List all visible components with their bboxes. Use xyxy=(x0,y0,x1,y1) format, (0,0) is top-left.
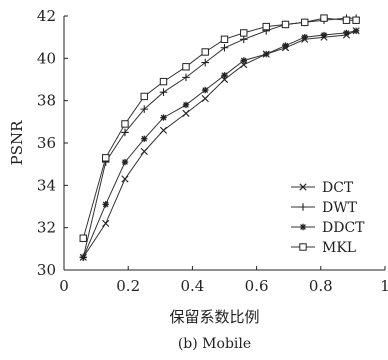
data-point-ddct xyxy=(80,254,87,261)
data-point-ddct xyxy=(352,27,360,35)
data-point-mkl xyxy=(201,48,209,56)
data-point-mkl xyxy=(121,120,129,128)
x-axis-title: 保留系数比例 xyxy=(169,308,259,326)
data-point-ddct xyxy=(301,33,308,41)
data-point-dwt xyxy=(121,128,129,137)
legend-marker xyxy=(299,203,307,211)
data-point-ddct xyxy=(240,57,247,64)
legend-marker xyxy=(299,183,307,191)
legend-label: DCT xyxy=(322,180,354,196)
data-point-mkl xyxy=(281,20,290,29)
legend-marker xyxy=(299,243,307,251)
series-dwt xyxy=(79,14,360,262)
data-point-dwt xyxy=(140,105,149,113)
data-point-ddct xyxy=(320,31,328,39)
y-tick-label: 42 xyxy=(37,7,56,25)
data-point-dwt xyxy=(220,43,229,52)
y-tick-label: 36 xyxy=(37,134,56,152)
data-point-dct xyxy=(140,147,148,156)
data-point-ddct xyxy=(121,158,129,166)
data-point-dct xyxy=(159,126,168,134)
series-line-dct xyxy=(82,30,357,258)
y-axis-title: PSNR xyxy=(8,120,26,165)
data-point-dwt xyxy=(239,35,248,44)
data-point-ddct xyxy=(263,50,270,58)
data-point-dct xyxy=(201,94,209,103)
x-tick-label: 0.6 xyxy=(245,277,269,295)
series-mkl xyxy=(79,14,360,242)
legend-item-dwt: DWT xyxy=(291,200,358,216)
chart-caption: (b) Mobile xyxy=(178,336,251,352)
data-point-mkl xyxy=(352,16,360,24)
data-point-ddct xyxy=(282,42,289,49)
series-line-ddct xyxy=(82,30,357,258)
legend-label: MKL xyxy=(322,240,356,256)
series-ddct xyxy=(80,27,360,261)
y-tick-label: 32 xyxy=(37,219,56,237)
data-point-ddct xyxy=(182,101,190,109)
y-tick-label: 30 xyxy=(37,261,56,279)
data-point-mkl xyxy=(320,14,328,22)
legend-item-dct: DCT xyxy=(291,180,354,196)
y-tick-label: 40 xyxy=(37,49,56,67)
legend-item-mkl: MKL xyxy=(291,240,356,256)
data-point-mkl xyxy=(220,35,229,43)
legend: DCT DWT DDCT MKL xyxy=(291,180,365,256)
series-layer xyxy=(79,14,360,262)
x-tick-label: 1 xyxy=(380,277,388,295)
legend-item-ddct: DDCT xyxy=(291,220,365,236)
x-tick-label: 0.8 xyxy=(309,277,333,295)
data-point-mkl xyxy=(342,16,351,24)
data-point-dwt xyxy=(182,73,190,82)
legend-marker xyxy=(299,223,307,231)
x-tick-label: 0.4 xyxy=(180,277,204,295)
data-point-ddct xyxy=(202,86,209,94)
legend-label: DDCT xyxy=(322,220,365,236)
data-point-ddct xyxy=(102,201,109,208)
data-point-ddct xyxy=(160,114,167,121)
data-point-mkl xyxy=(140,92,148,101)
data-point-mkl xyxy=(102,154,110,162)
data-point-ddct xyxy=(141,135,148,142)
data-point-mkl xyxy=(262,22,270,31)
y-tick-label: 34 xyxy=(37,176,56,194)
y-tick-label: 38 xyxy=(37,92,56,110)
x-tick-label: 0 xyxy=(59,277,69,295)
legend-label: DWT xyxy=(322,200,358,216)
data-point-mkl xyxy=(79,234,87,242)
data-point-mkl xyxy=(240,29,248,37)
data-point-ddct xyxy=(221,72,228,79)
data-point-mkl xyxy=(301,18,309,27)
data-point-dwt xyxy=(159,88,168,96)
x-tick-label: 0.2 xyxy=(116,277,140,295)
series-dct xyxy=(79,27,360,261)
series-line-dwt xyxy=(82,17,357,258)
data-point-mkl xyxy=(159,77,168,86)
data-point-dct xyxy=(182,109,190,117)
data-point-ddct xyxy=(343,29,350,37)
data-point-mkl xyxy=(182,63,190,71)
data-point-dct xyxy=(121,175,129,183)
data-point-dct xyxy=(102,219,110,228)
axes: 0 0.2 0.4 0.6 0.8 1 30 32 34 36 38 40 42 xyxy=(37,7,388,295)
data-point-dwt xyxy=(201,58,210,67)
